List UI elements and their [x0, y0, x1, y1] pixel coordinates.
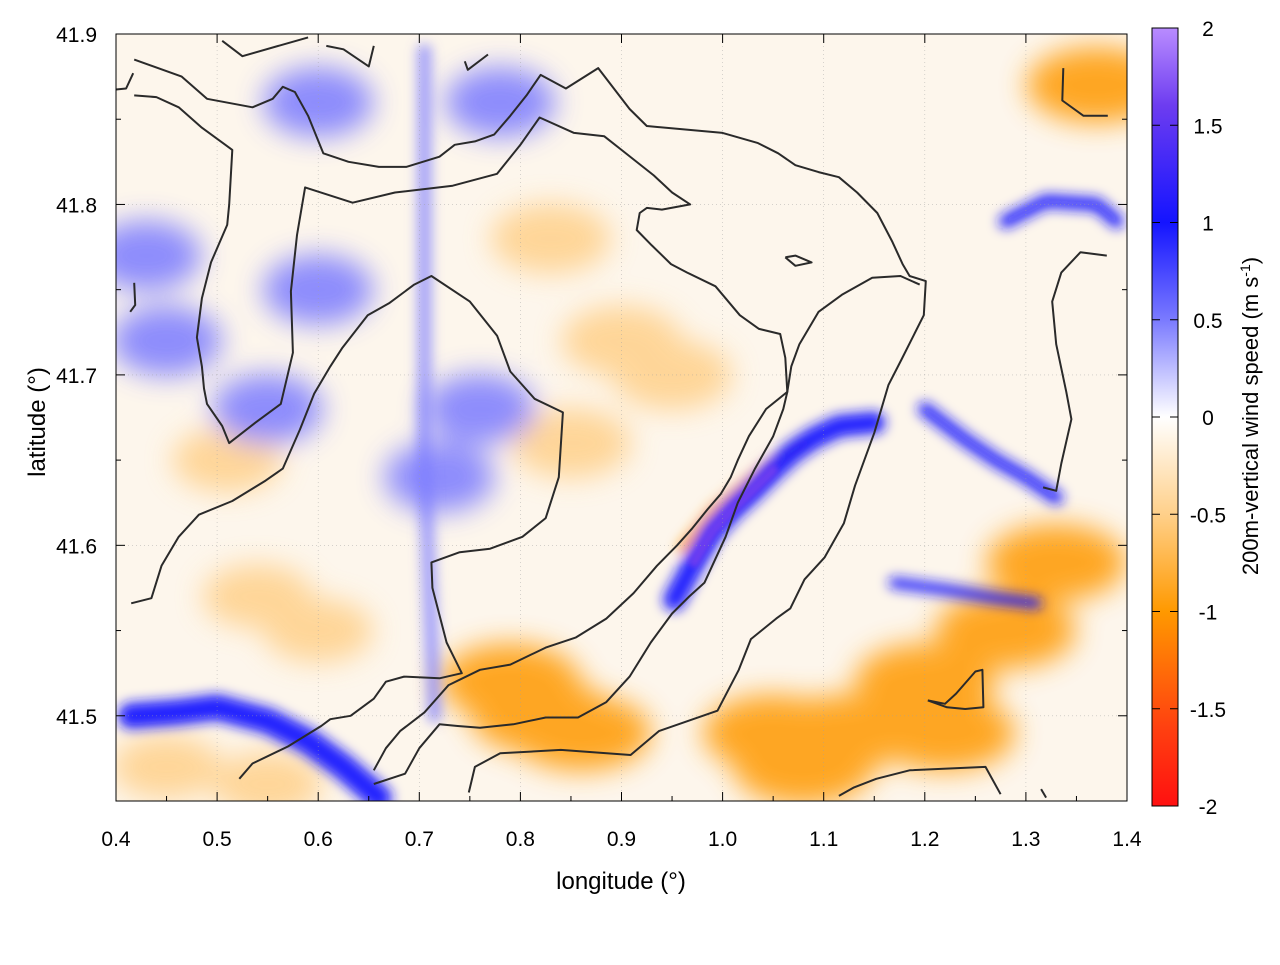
colorbar-tick-label: -1 [1199, 602, 1218, 625]
heat-blotches [116, 47, 1127, 801]
contour-line [372, 275, 921, 771]
negative-patch [212, 751, 323, 801]
contour-lines [116, 36, 1108, 799]
contour-line [838, 765, 1002, 797]
negative-patch [733, 728, 874, 801]
x-axis-ticks: 0.4 0.5 0.6 0.7 0.8 0.9 1.0 1.1 1.2 1.3 1.4 [101, 34, 1142, 851]
contour-line [1061, 68, 1108, 117]
negative-patch [510, 408, 631, 479]
contour-line [116, 72, 135, 91]
contour-line [133, 58, 927, 793]
contour-line [1042, 251, 1107, 492]
colorbar-label-end: ) [1238, 257, 1263, 264]
meridian-positive-stripe [417, 44, 442, 723]
negative-patch [202, 564, 313, 629]
x-tick-label: 0.5 [202, 828, 231, 851]
positive-patch [445, 67, 556, 138]
southwest-positive-band [118, 694, 392, 801]
x-tick-label: 1.1 [809, 828, 838, 851]
plot-area: 0.4 0.5 0.6 0.7 0.8 0.9 1.0 1.1 1.2 1.3 1.4 41.541… [56, 24, 1142, 851]
contour-line [134, 94, 789, 785]
contour-line [784, 254, 813, 267]
colorbar-tick-label: -2 [1199, 796, 1218, 819]
northeast-positive-band [998, 194, 1124, 229]
colorbar-label: 200m-vertical wind speed (m s-1) [1237, 257, 1263, 575]
colorbar-label-main: 200m-vertical wind speed (m s [1238, 277, 1263, 575]
x-tick-label: 0.6 [304, 828, 333, 851]
negative-patch [935, 592, 1076, 669]
y-tick-label: 41.7 [56, 365, 97, 388]
colorbar-tick-label: 0 [1202, 407, 1214, 430]
y-axis-label: latitude (°) [24, 367, 51, 477]
colorbar-tick-label: 2 [1202, 18, 1214, 41]
negative-patch [172, 428, 283, 493]
contour-line [129, 282, 137, 313]
x-tick-label: 1.4 [1112, 828, 1142, 851]
positive-patch [212, 373, 323, 444]
y-tick-label: 41.8 [56, 194, 97, 217]
x-tick-label: 1.3 [1011, 828, 1040, 851]
colorbar-label-superscript: -1 [1237, 264, 1253, 277]
negative-patch [511, 694, 652, 771]
heat-ridge-core [689, 465, 779, 568]
colorbar-tick-label: 0.5 [1193, 310, 1222, 333]
grid-lines [116, 34, 1127, 801]
colorbar: 2 1.5 1 0.5 0 -0.5 -1 -1.5 -2 200m-vertical wind… [1151, 18, 1263, 819]
negative-patch [875, 694, 1016, 771]
positive-patch [424, 373, 535, 444]
colorbar-tick-label: 1.5 [1193, 115, 1222, 138]
positive-patch [116, 305, 222, 376]
contour-line [927, 668, 985, 710]
contour-line [221, 36, 309, 58]
contour-line [463, 53, 489, 71]
x-tick-label: 0.9 [607, 828, 636, 851]
contour-line [326, 44, 375, 68]
x-tick-label: 1.0 [708, 828, 737, 851]
x-tick-label: 1.2 [910, 828, 939, 851]
negative-patch [986, 524, 1127, 601]
x-tick-label: 0.4 [101, 828, 131, 851]
east-positive-band [917, 402, 1064, 505]
y-axis-ticks: 41.5 41.6 41.7 41.8 41.9 [56, 24, 1127, 802]
contour-line [1040, 788, 1047, 799]
negative-patch [490, 203, 611, 274]
colorbar-tick-label: -0.5 [1190, 504, 1226, 527]
y-tick-label: 41.6 [56, 535, 97, 558]
negative-patch [1026, 47, 1127, 124]
y-tick-label: 41.5 [56, 706, 97, 729]
colorbar-tick-label: -1.5 [1190, 699, 1226, 722]
southeast-positive-band [888, 576, 1042, 610]
y-tick-label: 41.9 [56, 24, 97, 47]
ridge-core [689, 465, 779, 568]
contour-line [130, 275, 564, 780]
x-axis-label: longitude (°) [556, 868, 686, 895]
x-tick-label: 0.8 [506, 828, 535, 851]
heatmap-field [116, 44, 1127, 801]
x-tick-label: 0.7 [405, 828, 434, 851]
colorbar-tick-label: 1 [1202, 213, 1214, 236]
positive-patch [384, 442, 495, 513]
negative-patch [116, 734, 222, 799]
colorbar-ticks: 2 1.5 1 0.5 0 -0.5 -1 -1.5 -2 [1152, 18, 1226, 819]
positive-patch [116, 220, 202, 291]
